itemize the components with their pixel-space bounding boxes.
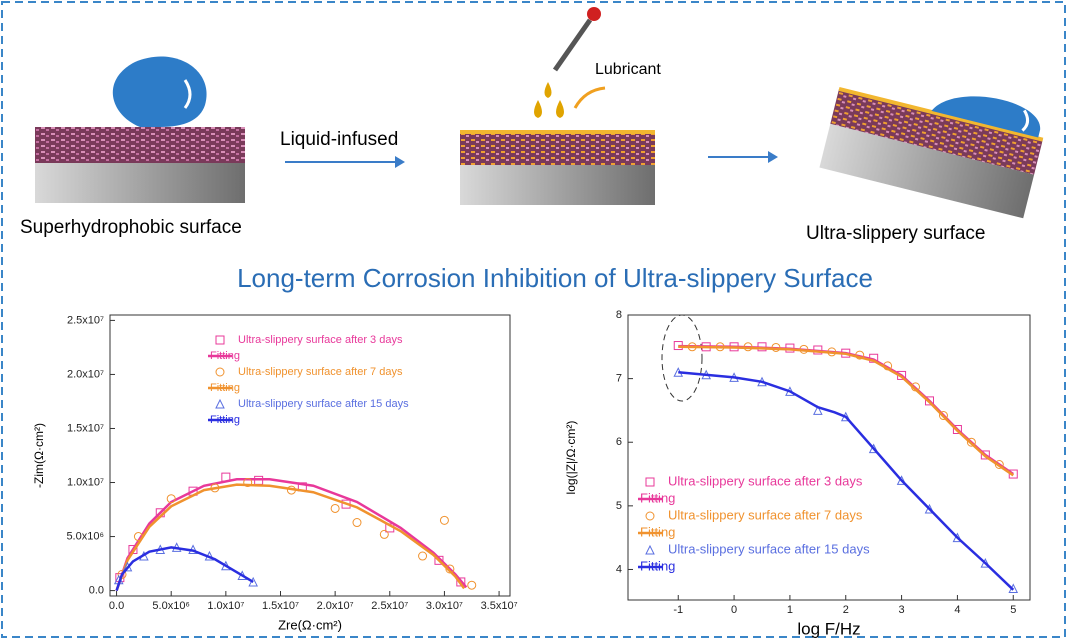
x-axis-label: log F/Hz <box>797 619 860 638</box>
marker <box>468 581 476 589</box>
marker <box>353 519 361 527</box>
x-tick-label: 2.5x10⁷ <box>371 600 408 612</box>
graphical-abstract: Superhydrophobic surface Liquid-infused … <box>0 0 1067 639</box>
substrate <box>35 163 245 203</box>
legend-label: Fitting <box>210 382 240 394</box>
y-tick-label: 8 <box>616 309 622 321</box>
label: Ultra-slippery surface <box>806 223 986 244</box>
legend-label: Ultra-slippery surface after 7 days <box>668 507 863 522</box>
tilted-sample <box>819 61 1049 218</box>
x-tick-label: 1 <box>787 604 793 616</box>
x-tick-label: 3.5x10⁷ <box>481 600 518 612</box>
y-tick-label: 7 <box>616 373 622 385</box>
marker <box>646 512 654 520</box>
legend-label: Fitting <box>210 350 240 362</box>
legend-label: Fitting <box>640 490 675 505</box>
legend-label: Fitting <box>640 524 675 539</box>
x-tick-label: 1.0x10⁷ <box>207 600 244 612</box>
infused-layer <box>460 132 655 165</box>
legend-label: Ultra-slippery surface after 15 days <box>238 398 409 410</box>
drop <box>556 100 564 118</box>
x-tick-label: 1.5x10⁷ <box>262 600 299 612</box>
marker <box>419 552 427 560</box>
marker <box>216 336 224 344</box>
y-tick-label: 1.5x10⁷ <box>67 422 104 434</box>
arrowhead <box>395 156 405 168</box>
label: Lubricant <box>595 61 661 78</box>
plot-frame <box>628 315 1030 600</box>
y-axis-label: -Zim(Ω·cm²) <box>32 423 46 488</box>
x-tick-label: 3.0x10⁷ <box>426 600 463 612</box>
marker <box>646 478 654 486</box>
y-tick-label: 6 <box>616 436 622 448</box>
arrowhead <box>768 151 778 163</box>
y-tick-label: 2.5x10⁷ <box>67 314 104 326</box>
x-tick-label: 5 <box>1010 604 1016 616</box>
marker <box>440 516 448 524</box>
droplet <box>113 57 207 127</box>
label: Liquid-infused <box>280 129 398 150</box>
marker <box>380 530 388 538</box>
legend-label: Ultra-slippery surface after 3 days <box>668 473 863 488</box>
legend-label: Fitting <box>640 558 675 573</box>
legend-label: Ultra-slippery surface after 7 days <box>238 366 403 378</box>
highlight-ellipse <box>662 315 702 401</box>
lubricant-film <box>460 130 655 134</box>
x-tick-label: 2.0x10⁷ <box>317 600 354 612</box>
marker <box>216 368 224 376</box>
marker <box>331 504 339 512</box>
drop <box>545 82 552 98</box>
title: Long-term Corrosion Inhibition of Ultra-… <box>237 263 873 293</box>
legend-label: Ultra-slippery surface after 15 days <box>668 541 870 556</box>
y-tick-label: 5 <box>616 500 622 512</box>
x-tick-label: 0.0 <box>109 600 124 612</box>
y-tick-label: 4 <box>616 563 622 575</box>
page: Superhydrophobic surface Liquid-infused … <box>0 0 1067 639</box>
x-tick-label: 0 <box>731 604 737 616</box>
y-tick-label: 0.0 <box>89 585 104 597</box>
dropper <box>555 20 590 70</box>
plot-frame <box>110 315 510 596</box>
x-axis-label: Zre(Ω·cm²) <box>278 617 342 632</box>
marker <box>216 400 224 408</box>
x-tick-label: -1 <box>673 604 683 616</box>
legend-label: Ultra-slippery surface after 3 days <box>238 334 403 346</box>
fit-line <box>678 346 1013 474</box>
marker <box>646 546 654 554</box>
substrate <box>460 165 655 205</box>
drop <box>534 100 542 118</box>
legend-label: Fitting <box>210 414 240 426</box>
x-tick-label: 4 <box>954 604 960 616</box>
y-axis-label: log(|Z|/Ω·cm²) <box>564 421 578 495</box>
x-tick-label: 3 <box>899 604 905 616</box>
x-tick-label: 2 <box>843 604 849 616</box>
x-tick-label: 5.0x10⁶ <box>152 600 190 612</box>
y-tick-label: 1.0x10⁷ <box>67 476 104 488</box>
dropper-bulb <box>587 7 601 21</box>
y-tick-label: 2.0x10⁷ <box>67 368 104 380</box>
fit-line <box>678 347 1013 476</box>
porous-layer <box>35 127 245 163</box>
arrow <box>575 88 605 108</box>
label: Superhydrophobic surface <box>20 217 242 238</box>
y-tick-label: 5.0x10⁶ <box>66 530 104 542</box>
